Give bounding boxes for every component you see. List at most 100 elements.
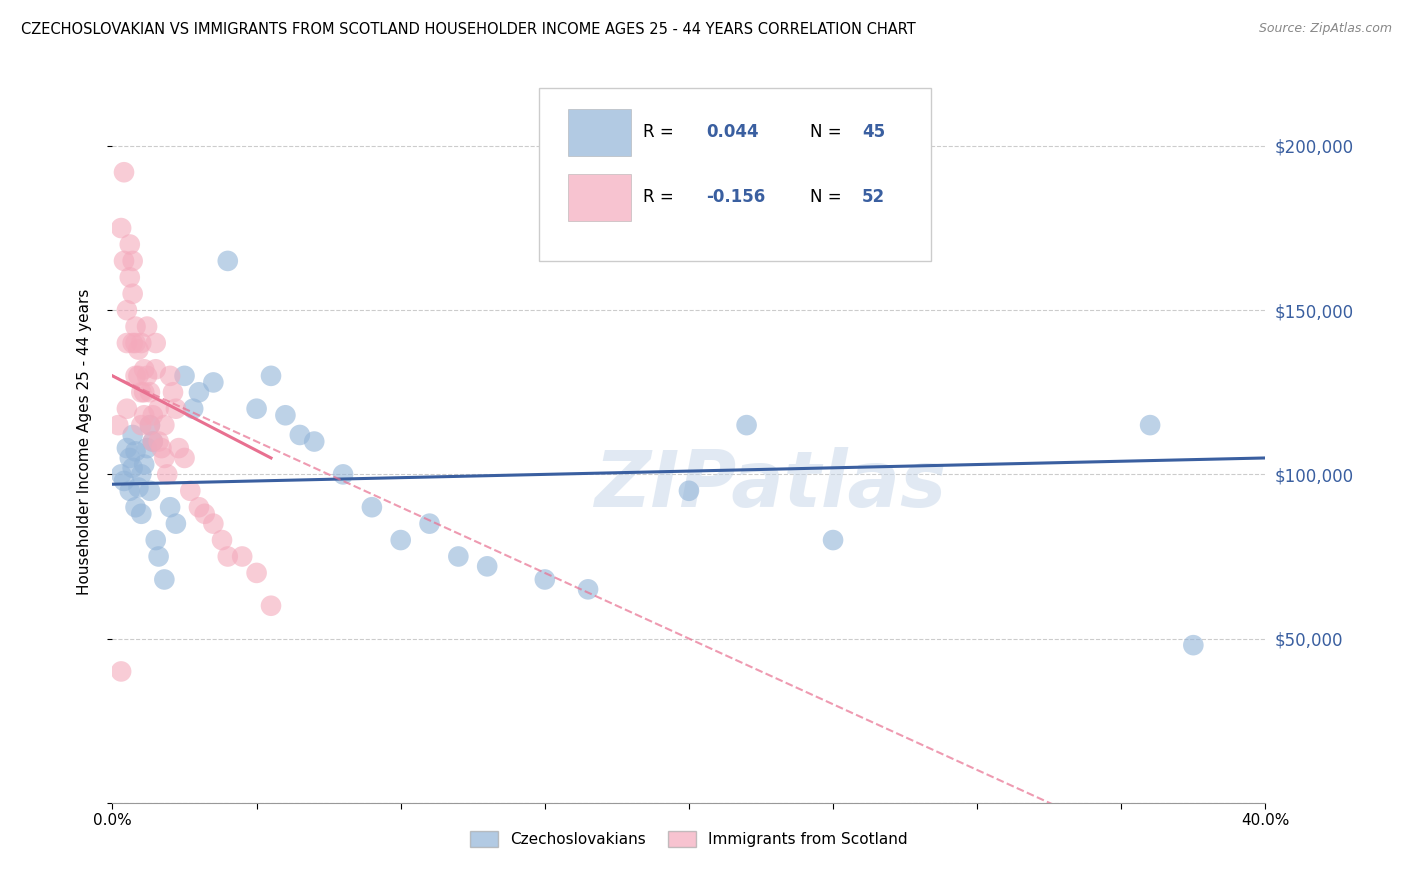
Point [389, 533, 412, 547]
Point [129, 467, 153, 482]
Point [112, 474, 135, 488]
Point [821, 533, 844, 547]
Point [156, 467, 179, 482]
Point [179, 483, 201, 498]
Point [127, 343, 149, 357]
Point [136, 368, 159, 383]
Point [231, 549, 253, 564]
Point [181, 401, 204, 416]
Point [134, 458, 156, 472]
Text: -0.156: -0.156 [706, 188, 765, 206]
Point [159, 500, 181, 515]
Point [202, 516, 225, 531]
Point [121, 286, 143, 301]
Point [142, 434, 165, 449]
Point [274, 409, 297, 423]
Point [159, 368, 181, 383]
Point [115, 303, 138, 318]
Point [139, 385, 162, 400]
Point [475, 559, 499, 574]
Point [447, 549, 470, 564]
Point [136, 319, 159, 334]
Text: N =: N = [810, 123, 846, 141]
Point [112, 253, 135, 268]
Point [134, 385, 156, 400]
Point [194, 507, 217, 521]
Point [127, 481, 149, 495]
Point [134, 409, 156, 423]
Point [142, 409, 165, 423]
Point [139, 418, 162, 433]
Point [115, 441, 138, 455]
Point [678, 483, 700, 498]
Point [162, 385, 184, 400]
Point [217, 253, 239, 268]
Point [148, 434, 170, 449]
Point [188, 500, 211, 515]
Point [129, 336, 153, 351]
Point [110, 665, 132, 679]
Text: 52: 52 [862, 188, 884, 206]
Text: Source: ZipAtlas.com: Source: ZipAtlas.com [1258, 22, 1392, 36]
Point [202, 376, 225, 390]
FancyBboxPatch shape [538, 87, 931, 260]
Point [139, 418, 162, 433]
Point [121, 460, 143, 475]
Point [115, 401, 138, 416]
Point [534, 573, 557, 587]
Point [118, 270, 141, 285]
Point [118, 450, 141, 465]
FancyBboxPatch shape [568, 109, 631, 156]
Point [246, 566, 269, 580]
Text: N =: N = [810, 188, 846, 206]
Point [107, 418, 129, 433]
Point [1139, 418, 1161, 433]
Text: CZECHOSLOVAKIAN VS IMMIGRANTS FROM SCOTLAND HOUSEHOLDER INCOME AGES 25 - 44 YEAR: CZECHOSLOVAKIAN VS IMMIGRANTS FROM SCOTL… [21, 22, 915, 37]
Point [288, 428, 311, 442]
Text: R =: R = [643, 123, 679, 141]
Point [118, 483, 141, 498]
Point [124, 368, 146, 383]
Point [129, 418, 153, 433]
Point [148, 401, 170, 416]
Point [260, 599, 283, 613]
Point [153, 418, 176, 433]
Point [127, 368, 149, 383]
Point [124, 336, 146, 351]
Point [121, 336, 143, 351]
Point [148, 549, 170, 564]
Text: 45: 45 [862, 123, 884, 141]
Point [112, 165, 135, 179]
Point [332, 467, 354, 482]
Y-axis label: Householder Income Ages 25 - 44 years: Householder Income Ages 25 - 44 years [77, 288, 91, 595]
Point [124, 444, 146, 458]
Point [110, 221, 132, 235]
Point [150, 441, 173, 455]
Point [142, 434, 165, 449]
Point [139, 483, 162, 498]
Point [173, 450, 195, 465]
Point [153, 450, 176, 465]
Legend: Czechoslovakians, Immigrants from Scotland: Czechoslovakians, Immigrants from Scotla… [464, 825, 914, 853]
Point [124, 319, 146, 334]
Point [165, 401, 187, 416]
Text: 0.044: 0.044 [706, 123, 759, 141]
Point [153, 573, 176, 587]
Point [136, 441, 159, 455]
Point [145, 533, 167, 547]
Point [1182, 638, 1205, 652]
Point [735, 418, 758, 433]
Point [188, 385, 211, 400]
Point [173, 368, 195, 383]
Point [167, 441, 190, 455]
Point [260, 368, 283, 383]
Point [124, 500, 146, 515]
Point [576, 582, 599, 597]
Point [134, 362, 156, 376]
Point [129, 385, 153, 400]
Point [121, 428, 143, 442]
Point [115, 336, 138, 351]
Point [121, 253, 143, 268]
Text: ZIPatlas: ZIPatlas [593, 447, 946, 523]
Point [110, 467, 132, 482]
